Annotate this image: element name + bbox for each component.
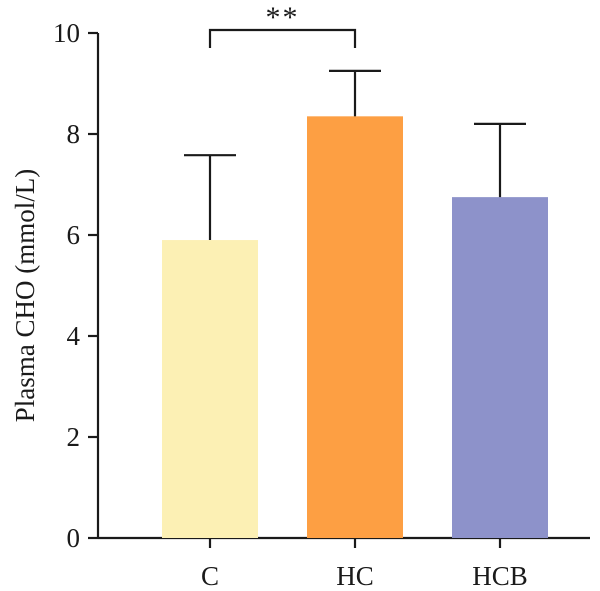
y-tick-label: 4 <box>67 321 81 351</box>
y-tick-label: 10 <box>53 18 80 48</box>
x-tick-label: HC <box>336 561 374 591</box>
y-tick-label: 0 <box>67 523 81 553</box>
error-bars <box>184 69 526 241</box>
bar-c <box>162 240 258 539</box>
x-tick-label: C <box>201 561 219 591</box>
bar-hcb <box>452 197 548 538</box>
y-tick-label: 2 <box>67 422 81 452</box>
x-tick-label: HCB <box>472 561 528 591</box>
significance-annotations: ** <box>208 1 357 48</box>
significance-bracket <box>208 28 357 48</box>
y-tick-label: 8 <box>67 119 81 149</box>
y-axis-title: Plasma CHO (mmol/L) <box>10 169 40 422</box>
bars <box>162 116 548 539</box>
significance-label: ** <box>266 1 300 34</box>
y-tick-label: 6 <box>67 220 81 250</box>
bar-hc <box>307 116 403 538</box>
